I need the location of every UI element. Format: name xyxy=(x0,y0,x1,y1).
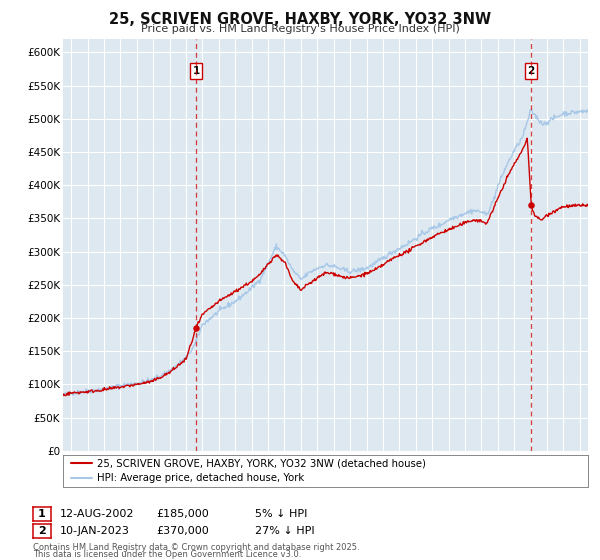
Text: Contains HM Land Registry data © Crown copyright and database right 2025.: Contains HM Land Registry data © Crown c… xyxy=(33,543,359,552)
Text: 1: 1 xyxy=(193,66,200,76)
Text: 12-AUG-2002: 12-AUG-2002 xyxy=(60,509,134,519)
Text: £370,000: £370,000 xyxy=(156,526,209,536)
Text: Price paid vs. HM Land Registry's House Price Index (HPI): Price paid vs. HM Land Registry's House … xyxy=(140,24,460,34)
Text: 10-JAN-2023: 10-JAN-2023 xyxy=(60,526,130,536)
Text: 2: 2 xyxy=(38,526,46,536)
Text: HPI: Average price, detached house, York: HPI: Average price, detached house, York xyxy=(97,473,304,483)
Text: 25, SCRIVEN GROVE, HAXBY, YORK, YO32 3NW: 25, SCRIVEN GROVE, HAXBY, YORK, YO32 3NW xyxy=(109,12,491,27)
Text: 25, SCRIVEN GROVE, HAXBY, YORK, YO32 3NW (detached house): 25, SCRIVEN GROVE, HAXBY, YORK, YO32 3NW… xyxy=(97,459,426,469)
Point xyxy=(526,200,536,209)
Point xyxy=(191,324,201,333)
Text: 5% ↓ HPI: 5% ↓ HPI xyxy=(255,509,307,519)
Text: 27% ↓ HPI: 27% ↓ HPI xyxy=(255,526,314,536)
Text: 2: 2 xyxy=(527,66,535,76)
Text: This data is licensed under the Open Government Licence v3.0.: This data is licensed under the Open Gov… xyxy=(33,550,301,559)
Text: £185,000: £185,000 xyxy=(156,509,209,519)
Text: 1: 1 xyxy=(38,509,46,519)
